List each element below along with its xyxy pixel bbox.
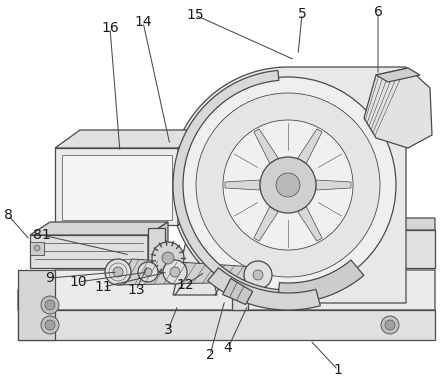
Text: 15: 15 [186, 8, 204, 22]
Circle shape [41, 316, 59, 334]
Polygon shape [148, 222, 168, 268]
Polygon shape [148, 228, 165, 275]
Polygon shape [278, 260, 364, 303]
Text: 9: 9 [46, 271, 54, 285]
Polygon shape [316, 180, 351, 190]
Polygon shape [18, 270, 435, 310]
Text: 14: 14 [134, 15, 152, 29]
Polygon shape [350, 230, 435, 268]
Text: 11: 11 [94, 280, 112, 294]
Polygon shape [225, 180, 260, 190]
Circle shape [196, 93, 380, 277]
Polygon shape [208, 268, 320, 310]
Text: 1: 1 [334, 363, 342, 377]
Polygon shape [173, 70, 279, 300]
Circle shape [381, 276, 399, 294]
Circle shape [223, 120, 353, 250]
Circle shape [381, 316, 399, 334]
Text: 6: 6 [373, 5, 382, 19]
Circle shape [163, 260, 187, 284]
Circle shape [152, 242, 184, 274]
Polygon shape [18, 270, 55, 340]
Polygon shape [30, 235, 148, 268]
Circle shape [260, 157, 316, 213]
Polygon shape [118, 259, 270, 285]
Circle shape [162, 252, 174, 264]
Text: 8: 8 [4, 208, 12, 222]
Polygon shape [350, 218, 435, 230]
Text: 12: 12 [176, 278, 194, 292]
Text: 2: 2 [206, 348, 214, 362]
Polygon shape [170, 67, 406, 303]
Polygon shape [226, 225, 270, 295]
Polygon shape [232, 270, 248, 310]
Circle shape [138, 262, 158, 282]
Polygon shape [364, 68, 432, 148]
Circle shape [244, 261, 272, 289]
Circle shape [45, 320, 55, 330]
Circle shape [41, 296, 59, 314]
Text: 5: 5 [298, 7, 307, 21]
Circle shape [253, 270, 263, 280]
Polygon shape [62, 155, 172, 220]
Polygon shape [254, 129, 278, 163]
Polygon shape [55, 130, 205, 148]
Circle shape [45, 300, 55, 310]
Circle shape [34, 245, 40, 251]
Polygon shape [298, 129, 322, 163]
Circle shape [105, 259, 131, 285]
Circle shape [385, 320, 395, 330]
Polygon shape [30, 222, 168, 235]
Polygon shape [18, 310, 435, 340]
Text: 81: 81 [33, 228, 51, 242]
Circle shape [170, 267, 180, 277]
Text: 3: 3 [163, 323, 172, 337]
Polygon shape [223, 278, 253, 304]
Polygon shape [55, 148, 178, 225]
Text: 4: 4 [224, 341, 233, 355]
Polygon shape [376, 68, 420, 82]
Circle shape [180, 77, 396, 293]
Circle shape [276, 173, 300, 197]
Polygon shape [298, 207, 322, 241]
Circle shape [113, 267, 123, 277]
Text: 16: 16 [101, 21, 119, 35]
Polygon shape [30, 242, 44, 255]
Circle shape [144, 268, 152, 276]
Text: 13: 13 [127, 283, 145, 297]
Circle shape [385, 280, 395, 290]
Text: 10: 10 [69, 275, 87, 289]
Polygon shape [254, 207, 278, 241]
Polygon shape [178, 130, 205, 225]
Polygon shape [173, 225, 217, 295]
